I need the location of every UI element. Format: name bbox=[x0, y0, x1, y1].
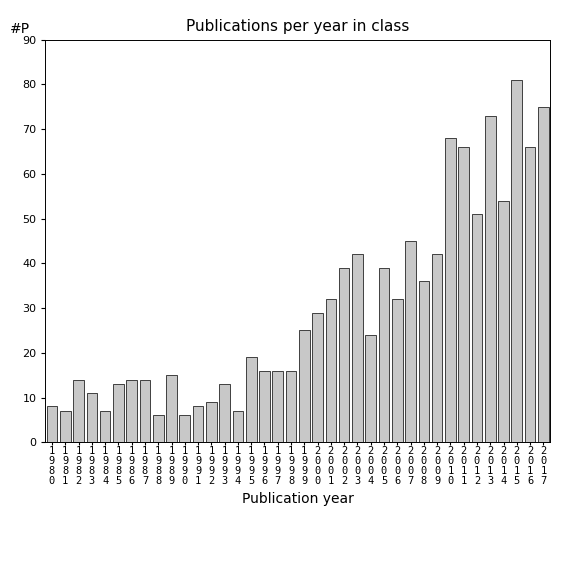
Bar bbox=[206, 402, 217, 442]
Bar bbox=[87, 393, 97, 442]
Bar bbox=[458, 147, 469, 442]
Bar bbox=[325, 299, 336, 442]
Text: #P: #P bbox=[10, 22, 30, 36]
Bar bbox=[365, 335, 376, 442]
Bar bbox=[139, 380, 150, 442]
Bar bbox=[392, 299, 403, 442]
Bar bbox=[538, 107, 549, 442]
Bar bbox=[405, 241, 416, 442]
Bar bbox=[153, 416, 163, 442]
Bar bbox=[232, 411, 243, 442]
Bar bbox=[113, 384, 124, 442]
X-axis label: Publication year: Publication year bbox=[242, 492, 354, 506]
Bar bbox=[339, 268, 349, 442]
Bar bbox=[445, 138, 456, 442]
Bar bbox=[286, 371, 297, 442]
Bar bbox=[100, 411, 111, 442]
Bar bbox=[259, 371, 270, 442]
Bar bbox=[511, 80, 522, 442]
Bar bbox=[46, 407, 57, 442]
Bar bbox=[379, 268, 390, 442]
Bar bbox=[272, 371, 283, 442]
Bar bbox=[432, 255, 442, 442]
Bar bbox=[60, 411, 70, 442]
Bar bbox=[498, 201, 509, 442]
Bar bbox=[219, 384, 230, 442]
Bar bbox=[299, 331, 310, 442]
Bar bbox=[126, 380, 137, 442]
Bar bbox=[166, 375, 177, 442]
Bar bbox=[312, 312, 323, 442]
Bar bbox=[418, 281, 429, 442]
Title: Publications per year in class: Publications per year in class bbox=[186, 19, 409, 35]
Bar bbox=[472, 214, 483, 442]
Bar bbox=[525, 147, 535, 442]
Bar bbox=[485, 116, 496, 442]
Bar bbox=[246, 357, 256, 442]
Bar bbox=[352, 255, 363, 442]
Bar bbox=[73, 380, 84, 442]
Bar bbox=[180, 416, 190, 442]
Bar bbox=[193, 407, 204, 442]
